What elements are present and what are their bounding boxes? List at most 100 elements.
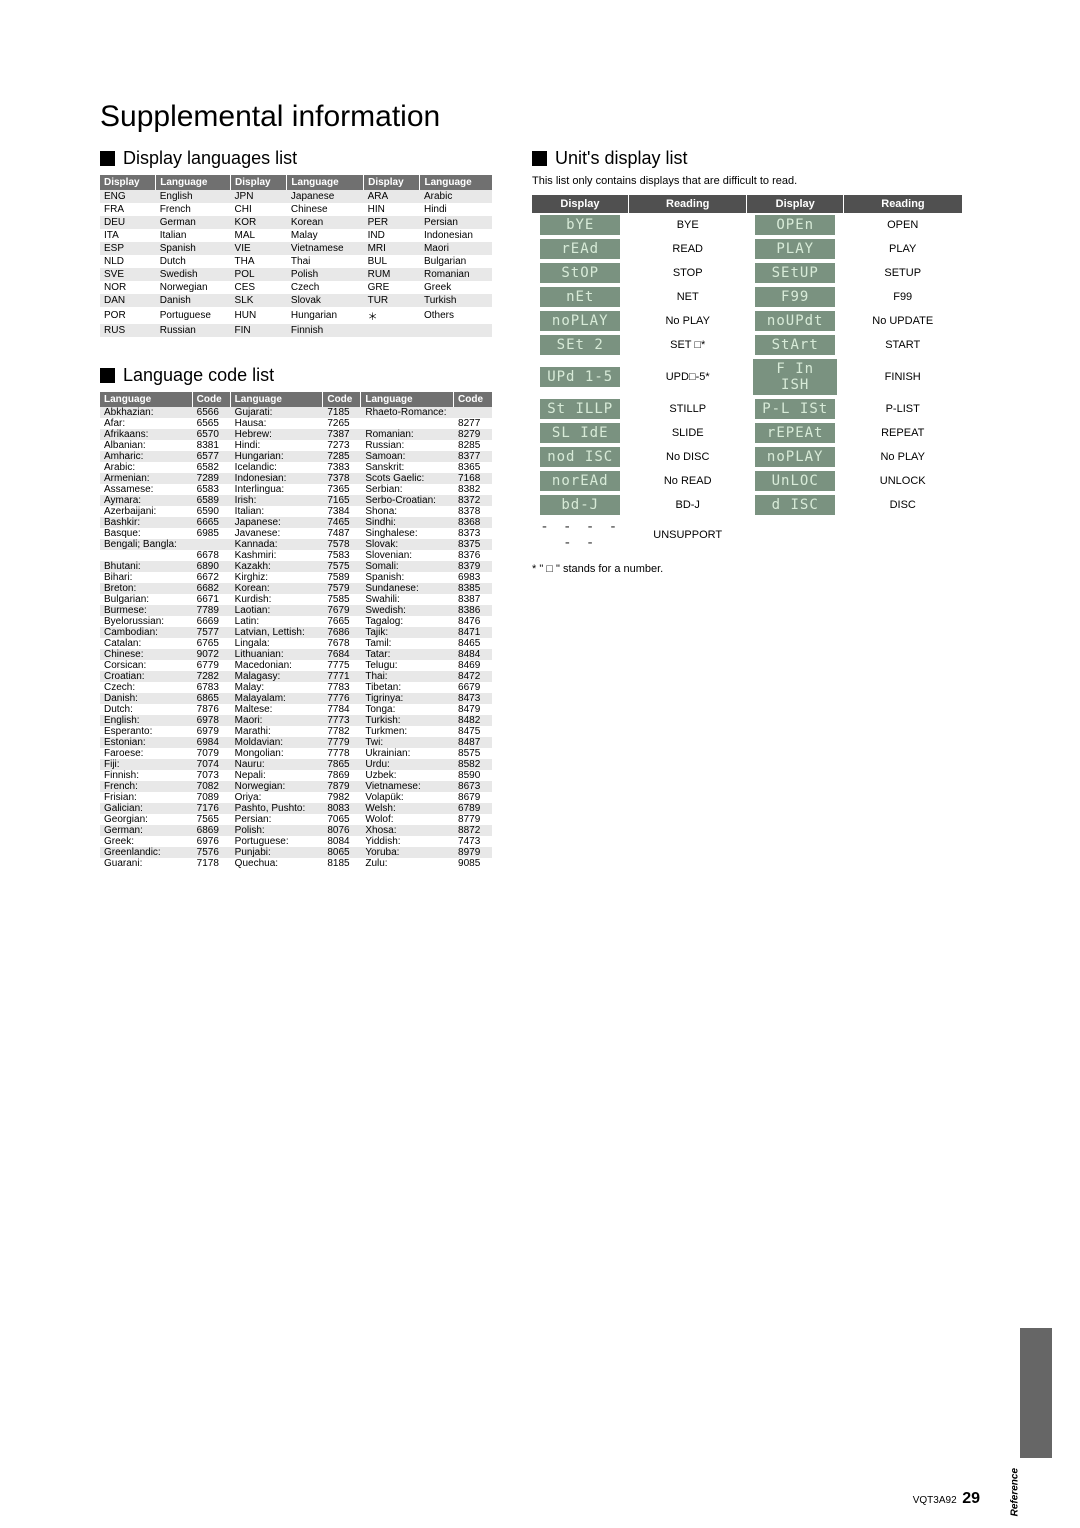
table-cell: FIN — [231, 324, 287, 337]
language-code: 8385 — [454, 583, 492, 594]
language-code: 7178 — [193, 858, 231, 869]
language-code: 9085 — [454, 858, 492, 869]
language-name: Moldavian: — [231, 737, 324, 748]
table-row: Bengali; Bangla: — [100, 539, 231, 550]
display-cell: norEAd — [532, 469, 628, 493]
table-row: French:7082 — [100, 781, 231, 792]
table-row: Corsican:6779 — [100, 660, 231, 671]
table-cell: THA — [231, 255, 287, 268]
table-cell: Persian — [420, 216, 492, 229]
language-name: Mongolian: — [231, 748, 324, 759]
language-name: Estonian: — [100, 737, 193, 748]
table-cell: Hindi — [420, 203, 492, 216]
table-cell: MRI — [364, 242, 420, 255]
language-code: 8386 — [454, 605, 492, 616]
language-name: Tibetan: — [361, 682, 454, 693]
table-row: Azerbaijani:6590 — [100, 506, 231, 517]
language-code: 6583 — [193, 484, 231, 495]
language-code: 8083 — [323, 803, 361, 814]
table-row: German:6869 — [100, 825, 231, 836]
left-column: Display languages list DisplayLanguageDi… — [100, 148, 492, 869]
reading-cell: No UPDATE — [843, 309, 962, 333]
square-bullet-icon — [100, 151, 115, 166]
table-row: Thai:8472 — [361, 671, 492, 682]
language-name: Esperanto: — [100, 726, 193, 737]
reading-cell: P-LIST — [843, 397, 962, 421]
language-code: 6978 — [193, 715, 231, 726]
segment-display: noPLAY — [540, 311, 620, 331]
reading-cell: NET — [628, 285, 747, 309]
table-cell: VIE — [231, 242, 287, 255]
table-row: Slovenian:8376 — [361, 550, 492, 561]
language-name: Thai: — [361, 671, 454, 682]
table-row: Malayalam:7776 — [231, 693, 362, 704]
language-name: Italian: — [231, 506, 324, 517]
table-row: Bulgarian:6671 — [100, 594, 231, 605]
table-row: Quechua:8185 — [231, 858, 362, 869]
table-row: ENGEnglishJPNJapaneseARAArabic — [100, 190, 492, 203]
language-name: Scots Gaelic: — [361, 473, 454, 484]
table-row: Latin:7665 — [231, 616, 362, 627]
table-cell: Greek — [420, 281, 492, 294]
language-code: 7982 — [323, 792, 361, 803]
language-name: Welsh: — [361, 803, 454, 814]
language-name: Samoan: — [361, 451, 454, 462]
table-cell: German — [156, 216, 231, 229]
language-name: Zulu: — [361, 858, 454, 869]
table-cell: TUR — [364, 294, 420, 307]
language-name: Xhosa: — [361, 825, 454, 836]
language-name: Malay: — [231, 682, 324, 693]
table-row: Gujarati:7185 — [231, 407, 362, 418]
display-cell: OPEn — [747, 213, 843, 237]
language-code: 6983 — [454, 572, 492, 583]
language-code: 7176 — [193, 803, 231, 814]
language-code: 7665 — [323, 616, 361, 627]
table-row: Telugu:8469 — [361, 660, 492, 671]
reading-cell: F99 — [843, 285, 962, 309]
language-name: Ukrainian: — [361, 748, 454, 759]
language-name: Croatian: — [100, 671, 193, 682]
reading-cell: START — [843, 333, 962, 357]
language-code: 7378 — [323, 473, 361, 484]
segment-display: SEtUP — [755, 263, 835, 283]
reading-cell: BD-J — [628, 493, 747, 517]
language-name: Tonga: — [361, 704, 454, 715]
table-cell: Korean — [287, 216, 364, 229]
table-row: Croatian:7282 — [100, 671, 231, 682]
language-name: Punjabi: — [231, 847, 324, 858]
language-code: 6665 — [193, 517, 231, 528]
language-code: 7065 — [323, 814, 361, 825]
language-name: Basque: — [100, 528, 193, 539]
language-name: Oriya: — [231, 792, 324, 803]
language-name: Hungarian: — [231, 451, 324, 462]
language-code: 9072 — [193, 649, 231, 660]
segment-display: P-L ISt — [755, 399, 835, 419]
language-name: Turkish: — [361, 715, 454, 726]
language-name: Azerbaijani: — [100, 506, 193, 517]
language-name: Amharic: — [100, 451, 193, 462]
table-row: ITAItalianMALMalayINDIndonesian — [100, 229, 492, 242]
table-row: Kazakh:7575 — [231, 561, 362, 572]
language-code: 7473 — [454, 836, 492, 847]
language-code: 6679 — [454, 682, 492, 693]
reading-cell: No PLAY — [843, 445, 962, 469]
table-row: Tamil:8465 — [361, 638, 492, 649]
segment-display: nod ISC — [540, 447, 620, 467]
table-row: Portuguese:8084 — [231, 836, 362, 847]
table-cell: MAL — [231, 229, 287, 242]
table-row: Bihari:6672 — [100, 572, 231, 583]
table-row: nEtNETF99F99 — [532, 285, 962, 309]
language-code: 7082 — [193, 781, 231, 792]
table-header: Display — [747, 195, 843, 213]
language-name: Burmese: — [100, 605, 193, 616]
language-name: Bihari: — [100, 572, 193, 583]
language-name: Byelorussian: — [100, 616, 193, 627]
table-cell: Maori — [420, 242, 492, 255]
language-code: 6582 — [193, 462, 231, 473]
language-code: 7575 — [323, 561, 361, 572]
table-row: Polish:8076 — [231, 825, 362, 836]
table-cell: GRE — [364, 281, 420, 294]
reading-cell: BYE — [628, 213, 747, 237]
segment-display: OPEn — [755, 215, 835, 235]
language-code: 6779 — [193, 660, 231, 671]
